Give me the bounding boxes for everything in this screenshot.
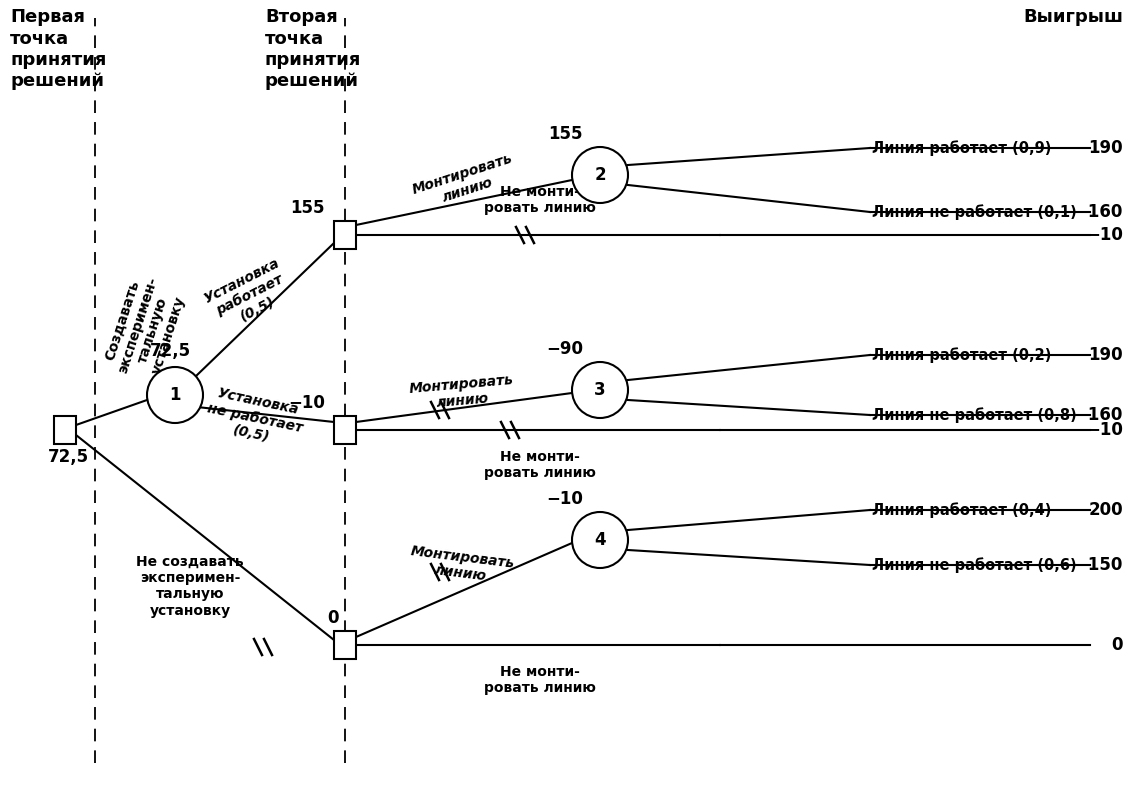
Text: −160: −160 <box>1074 203 1123 221</box>
Text: Линия работает (0,4): Линия работает (0,4) <box>872 502 1051 518</box>
Ellipse shape <box>572 362 628 418</box>
Text: 190: 190 <box>1089 346 1123 364</box>
Text: Монтировать
линию: Монтировать линию <box>408 543 516 587</box>
Bar <box>54 416 76 444</box>
Text: 72,5: 72,5 <box>150 342 190 360</box>
Text: Монтировать
линию: Монтировать линию <box>408 373 516 413</box>
Text: Не монти-
ровать линию: Не монти- ровать линию <box>484 665 596 695</box>
Text: Монтировать
линию: Монтировать линию <box>410 152 520 212</box>
Text: 190: 190 <box>1089 139 1123 157</box>
Text: −90: −90 <box>546 340 583 358</box>
Text: Линия не работает (0,1): Линия не работает (0,1) <box>872 204 1076 220</box>
Ellipse shape <box>147 367 203 423</box>
Text: Вторая
точка
принятия
решений: Вторая точка принятия решений <box>265 8 361 90</box>
Text: −150: −150 <box>1074 556 1123 574</box>
Text: Создавать
эксперимен-
тальную
установку: Создавать эксперимен- тальную установку <box>100 271 190 385</box>
Text: −10: −10 <box>288 394 325 412</box>
Text: Установка
не работает
(0,5): Установка не работает (0,5) <box>203 385 307 451</box>
Text: −160: −160 <box>1074 406 1123 424</box>
Text: Линия работает (0,9): Линия работает (0,9) <box>872 140 1051 156</box>
Text: 0: 0 <box>1111 636 1123 654</box>
Bar <box>334 221 356 249</box>
Ellipse shape <box>572 147 628 203</box>
Text: 155: 155 <box>290 199 325 217</box>
Text: Не монти-
ровать линию: Не монти- ровать линию <box>484 450 596 480</box>
Text: 0: 0 <box>327 609 339 627</box>
Ellipse shape <box>572 512 628 568</box>
Text: Не монти-
ровать линию: Не монти- ровать линию <box>484 185 596 215</box>
Text: Не создавать
эксперимен-
тальную
установку: Не создавать эксперимен- тальную установ… <box>136 555 244 618</box>
Text: 3: 3 <box>594 381 606 399</box>
Text: Выигрыш: Выигрыш <box>1023 8 1123 26</box>
Text: 2: 2 <box>594 166 606 184</box>
Text: Линия не работает (0,8): Линия не работает (0,8) <box>872 407 1076 423</box>
Text: 1: 1 <box>169 386 181 404</box>
Text: Установка
работает
(0,5): Установка работает (0,5) <box>203 255 298 334</box>
Text: 72,5: 72,5 <box>48 448 88 466</box>
Text: 200: 200 <box>1089 501 1123 519</box>
Bar <box>334 416 356 444</box>
Text: 155: 155 <box>547 125 582 143</box>
Text: −10: −10 <box>546 490 583 508</box>
Text: Линия работает (0,2): Линия работает (0,2) <box>872 347 1051 363</box>
Text: 4: 4 <box>594 531 606 549</box>
Text: −10: −10 <box>1087 226 1123 244</box>
Bar <box>334 631 356 659</box>
Text: Линия не работает (0,6): Линия не работает (0,6) <box>872 557 1076 573</box>
Text: −10: −10 <box>1087 421 1123 439</box>
Text: Первая
точка
принятия
решений: Первая точка принятия решений <box>10 8 107 90</box>
